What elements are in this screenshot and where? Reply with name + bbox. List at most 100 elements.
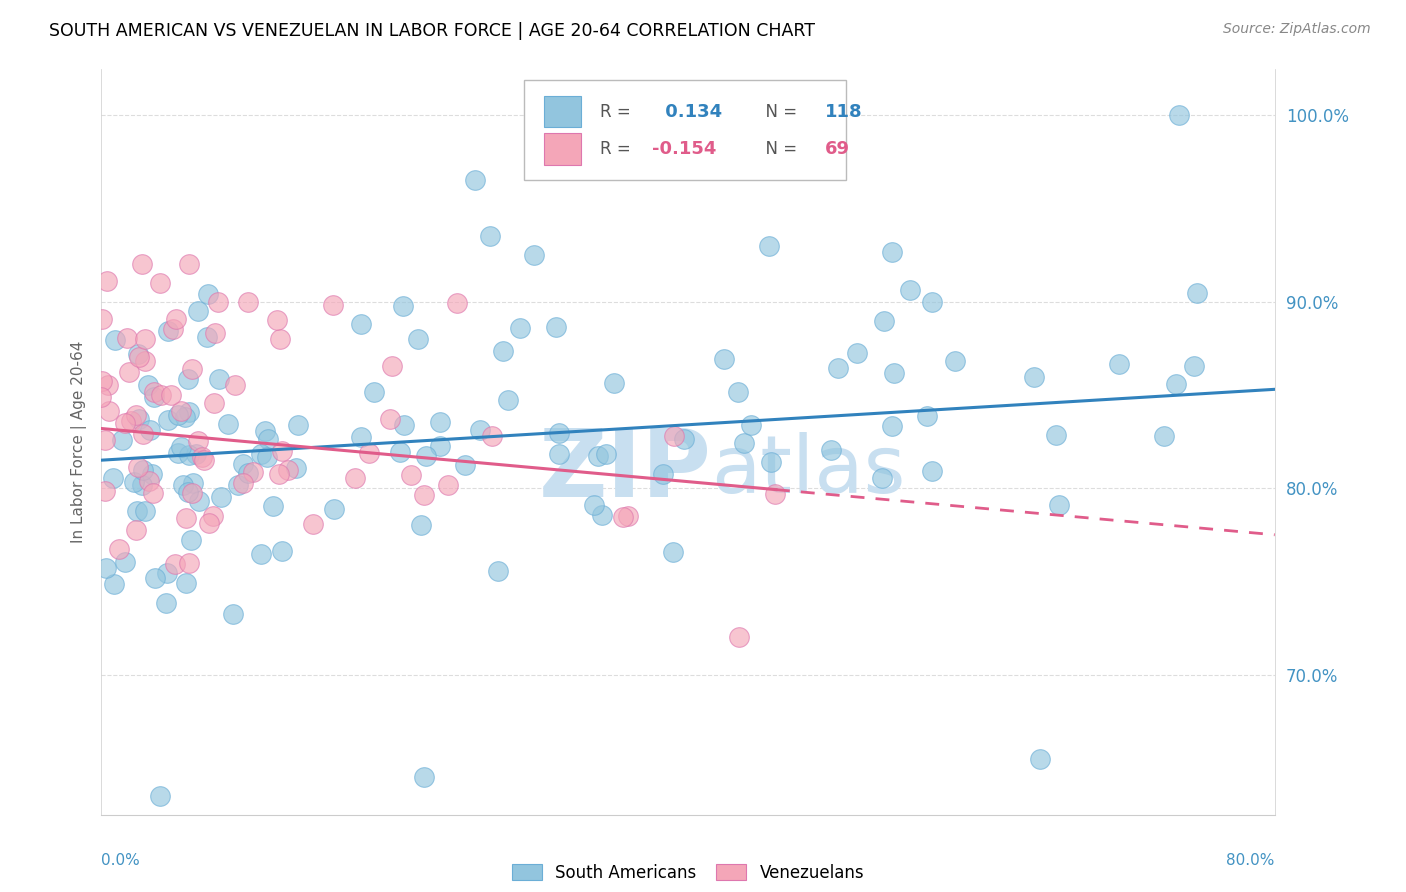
Point	[180, 533, 202, 547]
Point	[1153, 429, 1175, 443]
Point	[179, 257, 201, 271]
Point	[409, 517, 432, 532]
Point	[127, 347, 149, 361]
Point	[603, 376, 626, 390]
Legend: South Americans, Venezuelans: South Americans, Venezuelans	[505, 857, 870, 888]
Point	[464, 173, 486, 187]
Point	[391, 300, 413, 314]
FancyBboxPatch shape	[544, 134, 581, 165]
Point	[177, 556, 200, 570]
Point	[870, 471, 893, 485]
Point	[921, 464, 943, 478]
Point	[143, 571, 166, 585]
Point	[156, 566, 179, 581]
Point	[350, 430, 373, 444]
Point	[131, 478, 153, 492]
Point	[163, 557, 186, 571]
Point	[583, 498, 606, 512]
Point	[1182, 359, 1205, 374]
Point	[138, 378, 160, 392]
Point	[108, 541, 131, 556]
Text: atlas: atlas	[711, 433, 905, 510]
Point	[138, 475, 160, 489]
Point	[149, 388, 172, 402]
Text: 69: 69	[825, 140, 851, 158]
Point	[149, 789, 172, 803]
Point	[763, 487, 786, 501]
Point	[132, 427, 155, 442]
Point	[238, 467, 260, 481]
Point	[101, 471, 124, 485]
Point	[224, 378, 246, 392]
Point	[915, 409, 938, 423]
Point	[157, 324, 180, 338]
Point	[131, 257, 153, 271]
Point	[595, 447, 617, 461]
Point	[270, 444, 292, 458]
Text: 0.0%: 0.0%	[101, 854, 139, 868]
Point	[546, 319, 568, 334]
Point	[270, 544, 292, 558]
Point	[1047, 498, 1070, 512]
Point	[727, 385, 749, 400]
Point	[165, 312, 187, 326]
Point	[612, 509, 634, 524]
Point	[436, 478, 458, 492]
Point	[412, 770, 434, 784]
FancyBboxPatch shape	[523, 79, 846, 180]
Point	[413, 488, 436, 502]
Point	[187, 303, 209, 318]
Point	[394, 418, 416, 433]
Point	[1108, 357, 1130, 371]
Point	[1045, 428, 1067, 442]
Text: Source: ZipAtlas.com: Source: ZipAtlas.com	[1223, 22, 1371, 37]
Point	[399, 467, 422, 482]
Point	[179, 448, 201, 462]
Point	[103, 576, 125, 591]
Point	[143, 384, 166, 399]
Point	[232, 457, 254, 471]
Point	[242, 466, 264, 480]
Point	[446, 296, 468, 310]
Point	[201, 508, 224, 523]
Point	[359, 446, 381, 460]
Point	[269, 332, 291, 346]
Point	[174, 511, 197, 525]
Point	[873, 314, 896, 328]
Point	[204, 396, 226, 410]
Text: ZIP: ZIP	[538, 425, 711, 517]
Point	[269, 467, 291, 481]
Point	[120, 414, 142, 428]
Point	[128, 350, 150, 364]
Point	[429, 439, 451, 453]
Point	[228, 478, 250, 492]
Point	[141, 467, 163, 482]
Point	[1029, 751, 1052, 765]
Point	[820, 442, 842, 457]
Point	[548, 447, 571, 461]
Point	[138, 423, 160, 437]
Point	[114, 416, 136, 430]
Text: -0.154: -0.154	[651, 140, 716, 158]
Point	[114, 555, 136, 569]
Point	[492, 344, 515, 359]
Point	[115, 330, 138, 344]
Point	[209, 491, 232, 505]
Point	[827, 361, 849, 376]
Point	[91, 374, 114, 388]
Point	[728, 630, 751, 644]
Point	[523, 248, 546, 262]
Point	[470, 423, 492, 437]
Point	[131, 463, 153, 477]
Point	[103, 333, 125, 347]
Point	[127, 460, 149, 475]
Point	[128, 411, 150, 425]
Point	[900, 283, 922, 297]
Point	[481, 428, 503, 442]
Text: R =: R =	[600, 140, 636, 158]
Point	[662, 544, 685, 558]
Point	[236, 294, 259, 309]
Point	[363, 384, 385, 399]
Point	[172, 477, 194, 491]
Point	[134, 504, 156, 518]
